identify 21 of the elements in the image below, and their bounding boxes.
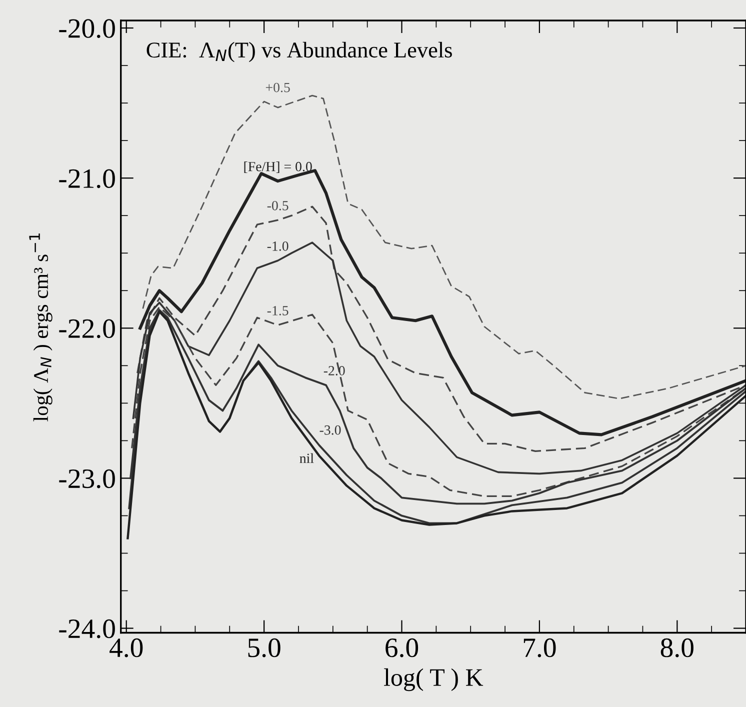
x-tick-label: 4.0 [110,638,143,658]
x-tick-label: 8.0 [660,638,694,658]
series-label: -3.0 [320,425,341,435]
y-tick-label: -24.0 [59,619,115,638]
y-tick-label: -21.0 [59,169,115,188]
x-tick-label: 5.0 [248,638,280,658]
series-label: nil [300,453,314,463]
y-axis-title: log( Λ$_{N}$ ) ergs cm³ s$^{−1}$ [29,234,52,422]
series-label: [Fe/H] = 0.0 [244,162,312,174]
x-tick-label: 7.0 [524,638,556,658]
y-tick-label: -22.0 [59,319,115,338]
text: CIE: Λ$_{N}$(T) vs Abundance Levels [146,42,452,62]
series-label: -0.5 [267,200,288,210]
series-label: -2.0 [324,366,345,376]
y-tick-label: -20.0 [59,19,115,38]
series-label: -1.0 [267,241,288,251]
series-label: +0.5 [266,82,290,92]
y-tick-label: -23.0 [59,469,115,488]
x-tick-label: 6.0 [386,638,418,658]
x-axis-title: log( T ) K [384,668,484,692]
series-label: -1.5 [267,306,288,316]
